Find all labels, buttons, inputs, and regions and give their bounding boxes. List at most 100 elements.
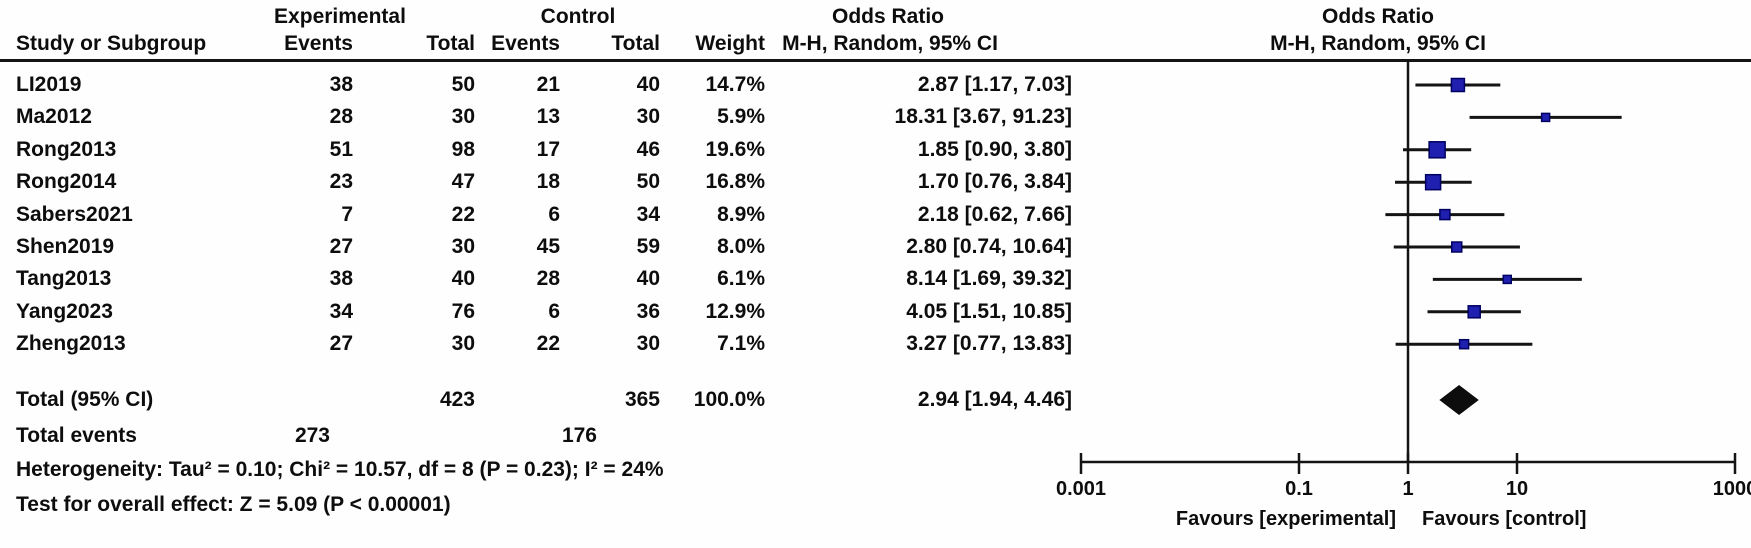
- events2-cell: 6: [548, 299, 560, 323]
- total-events2: 176: [561, 424, 597, 447]
- events1-cell: 27: [329, 332, 353, 356]
- study-column-header: Study or Subgroup: [16, 32, 207, 55]
- total2-cell: 30: [636, 105, 660, 129]
- total2-cell: 59: [636, 235, 660, 258]
- total-weight: 100.0%: [693, 388, 765, 411]
- group1-header: Experimental: [274, 5, 406, 28]
- or-marker: [1458, 338, 1470, 350]
- overall-effect-test: Test for overall effect: Z = 5.09 (P < 0…: [16, 493, 451, 516]
- events1-cell: 7: [341, 202, 353, 226]
- axis-tick-label: 0.1: [1285, 478, 1313, 500]
- total1-cell: 40: [451, 267, 475, 291]
- weight-cell: 16.8%: [705, 170, 765, 194]
- events2-cell: 28: [536, 267, 560, 291]
- or-marker: [1424, 173, 1442, 191]
- total2-cell: 36: [636, 299, 660, 323]
- study-name-cell: Sabers2021: [16, 202, 133, 226]
- weight-cell: 5.9%: [717, 105, 765, 129]
- or-marker: [1450, 241, 1463, 253]
- or-ci-cell: 2.18 [0.62, 7.66]: [917, 202, 1072, 226]
- or-marker: [1502, 274, 1513, 285]
- total-row: Total (95% CI) 423 365 100.0% 2.94 [1.94…: [0, 387, 1090, 413]
- total-total1: 423: [439, 388, 475, 411]
- or-ci-cell: 3.27 [0.77, 13.83]: [906, 332, 1072, 356]
- total1-column-header: Total: [426, 32, 475, 55]
- weight-column-header: Weight: [695, 32, 765, 55]
- study-name-cell: Ma2012: [16, 105, 92, 129]
- total-events1: 273: [294, 424, 330, 447]
- total2-cell: 30: [636, 332, 660, 356]
- total2-cell: 40: [636, 73, 660, 96]
- or-ci-cell: 18.31 [3.67, 91.23]: [894, 105, 1072, 129]
- events2-cell: 22: [536, 332, 560, 356]
- events1-cell: 38: [329, 73, 353, 96]
- events1-cell: 27: [329, 235, 353, 258]
- or-marker: [1467, 305, 1481, 319]
- weight-cell: 12.9%: [705, 299, 765, 323]
- events2-cell: 45: [536, 235, 560, 258]
- study-row: Shen2019 27 30 45 59 8.0% 2.80 [0.74, 10.64]: [0, 234, 1090, 260]
- events1-column-header: Events: [284, 32, 353, 55]
- or-marker: [1439, 208, 1451, 221]
- events2-cell: 21: [536, 73, 560, 96]
- or-marker: [1450, 77, 1466, 93]
- axis-tick-label: 10: [1506, 478, 1528, 500]
- axis-tick-label: 0.001: [1056, 478, 1106, 500]
- total1-cell: 30: [451, 105, 475, 129]
- study-row: Ma2012 28 30 13 30 5.9% 18.31 [3.67, 91.23]: [0, 104, 1090, 130]
- total1-cell: 50: [451, 73, 475, 96]
- total1-cell: 47: [451, 170, 475, 194]
- or-ci-cell: 2.80 [0.74, 10.64]: [906, 235, 1072, 258]
- total-total2: 365: [624, 388, 660, 411]
- total-label: Total (95% CI): [16, 388, 154, 411]
- study-name-cell: LI2019: [16, 73, 82, 96]
- heterogeneity-stats: Heterogeneity: Tau² = 0.10; Chi² = 10.57…: [16, 458, 664, 481]
- study-row: Yang2023 34 76 6 36 12.9% 4.05 [1.51, 10.85]: [0, 299, 1090, 325]
- total2-cell: 46: [636, 137, 660, 161]
- or-column-header: Odds Ratio: [831, 5, 945, 28]
- or-ci-column-header: M-H, Random, 95% CI: [782, 32, 998, 55]
- total-events-label: Total events: [16, 424, 137, 447]
- group2-header: Control: [540, 5, 616, 28]
- study-row: Rong2014 23 47 18 50 16.8% 1.70 [0.76, 3.84]: [0, 169, 1090, 195]
- events1-cell: 28: [329, 105, 353, 129]
- total1-cell: 30: [451, 235, 475, 258]
- total2-cell: 34: [636, 202, 660, 226]
- plot-header: Odds Ratio: [1321, 5, 1435, 28]
- favours-right-label: Favours [control]: [1422, 508, 1586, 530]
- summary-diamond: [1439, 385, 1479, 415]
- axis-tick-label: 1000: [1713, 478, 1751, 500]
- events1-cell: 23: [329, 170, 353, 194]
- study-name-cell: Shen2019: [16, 235, 115, 258]
- weight-cell: 14.7%: [705, 73, 765, 96]
- total-events-row: Total events 273 176: [0, 423, 1090, 449]
- header-divider: [0, 59, 1751, 62]
- or-ci-cell: 8.14 [1.69, 39.32]: [906, 267, 1072, 291]
- total1-cell: 98: [451, 137, 475, 161]
- total2-cell: 50: [636, 170, 660, 194]
- weight-cell: 19.6%: [705, 137, 765, 161]
- study-name-cell: Zheng2013: [16, 332, 126, 356]
- events1-cell: 51: [329, 137, 353, 161]
- events2-cell: 13: [536, 105, 560, 129]
- study-name-cell: Rong2013: [16, 137, 117, 161]
- total2-column-header: Total: [611, 32, 660, 55]
- study-row: Sabers2021 7 22 6 34 8.9% 2.18 [0.62, 7.66]: [0, 202, 1090, 228]
- events1-cell: 34: [329, 299, 353, 323]
- total2-cell: 40: [636, 267, 660, 291]
- total1-cell: 22: [451, 202, 475, 226]
- or-marker: [1540, 112, 1551, 123]
- weight-cell: 7.1%: [717, 332, 765, 356]
- total1-cell: 30: [451, 332, 475, 356]
- study-row: Rong2013 51 98 17 46 19.6% 1.85 [0.90, 3.80]: [0, 137, 1090, 163]
- total-or-ci: 2.94 [1.94, 4.46]: [917, 388, 1072, 411]
- weight-cell: 8.9%: [717, 202, 765, 226]
- study-name-cell: Yang2023: [16, 299, 113, 323]
- or-ci-cell: 1.70 [0.76, 3.84]: [917, 170, 1072, 194]
- weight-cell: 8.0%: [717, 235, 765, 258]
- favours-left-label: Favours [experimental]: [1176, 508, 1396, 530]
- events2-cell: 18: [536, 170, 560, 194]
- axis-tick-label: 1: [1402, 478, 1413, 500]
- study-row: Zheng2013 27 30 22 30 7.1% 3.27 [0.77, 13.83]: [0, 331, 1090, 357]
